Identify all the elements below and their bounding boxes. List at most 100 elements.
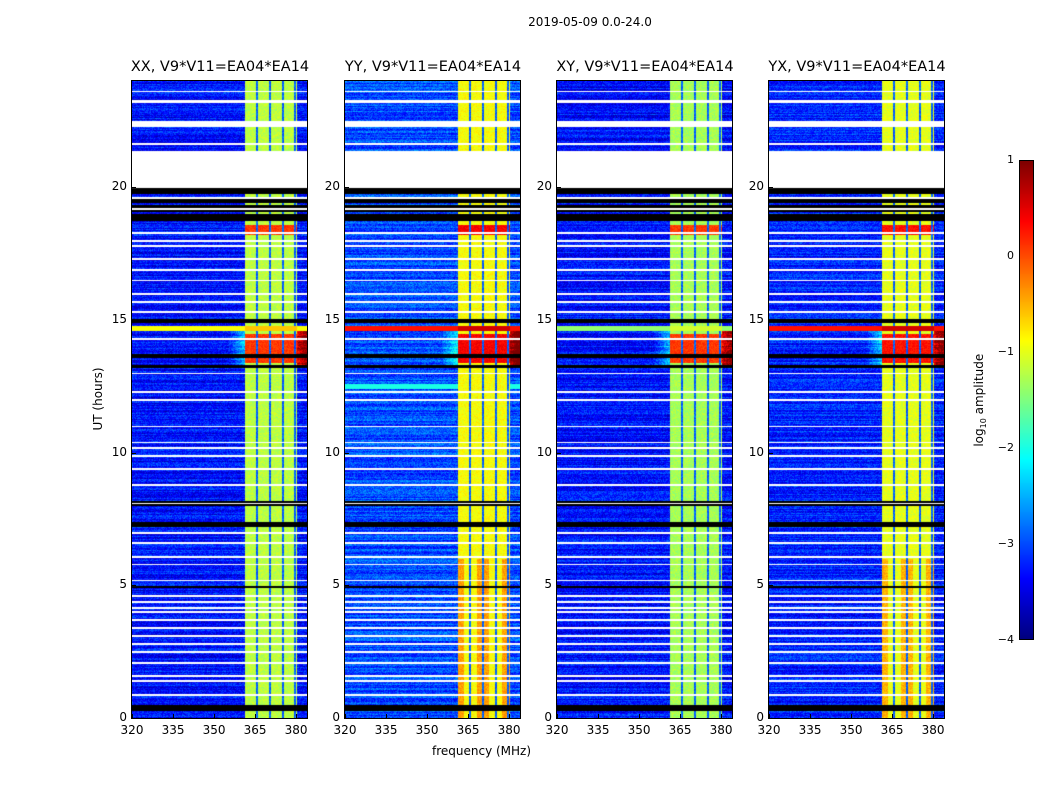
y-tick-label: 5 [544, 577, 552, 592]
x-tick-label: 335 [161, 723, 185, 737]
x-tick-label: 335 [374, 723, 398, 737]
x-tick-mark [214, 714, 216, 719]
y-tick-label: 0 [756, 710, 764, 724]
x-tick-label: 320 [545, 723, 569, 737]
y-tick-label: 15 [111, 311, 127, 326]
y-tick-mark [131, 187, 136, 189]
y-tick-mark [556, 718, 561, 719]
heatmap-panel-0 [131, 80, 308, 719]
x-tick-mark [598, 714, 600, 719]
heatmap-image [345, 81, 520, 718]
heatmap-panel-2 [556, 80, 733, 719]
x-tick-mark [132, 714, 133, 719]
x-tick-label: 320 [120, 723, 144, 737]
colorbar-tick-label: 1 [1007, 153, 1014, 166]
x-tick-label: 380 [709, 723, 733, 737]
y-tick-label: 10 [111, 444, 127, 459]
colorbar-tick-label: 0 [1007, 249, 1014, 262]
x-tick-mark [769, 714, 770, 719]
y-tick-mark [768, 452, 773, 454]
x-tick-label: 365 [668, 723, 692, 737]
x-tick-mark [255, 714, 257, 719]
x-tick-mark [892, 714, 894, 719]
y-tick-label: 5 [119, 577, 127, 592]
x-tick-label: 350 [839, 723, 863, 737]
x-tick-label: 365 [243, 723, 267, 737]
y-tick-label: 15 [536, 311, 552, 326]
x-tick-mark [721, 714, 723, 719]
x-tick-mark [933, 714, 935, 719]
colorbar-tick-label: −3 [997, 537, 1014, 550]
y-tick-label: 0 [544, 710, 552, 724]
panel-title: XY, V9*V11=EA04*EA14 [556, 59, 734, 75]
colorbar-label: log10 amplitude [971, 353, 989, 447]
y-tick-label: 20 [324, 179, 340, 194]
y-tick-mark [344, 718, 349, 719]
y-tick-mark [556, 585, 561, 587]
y-tick-label: 0 [332, 710, 340, 724]
y-tick-mark [344, 452, 349, 454]
y-tick-label: 15 [324, 311, 340, 326]
y-tick-label: 10 [748, 444, 764, 459]
y-tick-mark [131, 718, 136, 719]
x-tick-label: 320 [757, 723, 781, 737]
x-axis-label: frequency (MHz) [432, 744, 532, 758]
y-tick-label: 20 [748, 179, 764, 194]
y-tick-label: 20 [536, 179, 552, 194]
y-axis-label: UT (hours) [91, 367, 105, 431]
x-tick-mark [680, 714, 682, 719]
x-tick-mark [427, 714, 429, 719]
x-tick-mark [639, 714, 641, 719]
heatmap-panel-3 [768, 80, 945, 719]
x-tick-label: 380 [921, 723, 945, 737]
x-tick-label: 335 [586, 723, 610, 737]
panel-title: YY, V9*V11=EA04*EA14 [344, 59, 522, 75]
x-tick-mark [557, 714, 558, 719]
heatmap-image [132, 81, 307, 718]
y-tick-mark [131, 452, 136, 454]
y-tick-mark [556, 319, 561, 321]
y-tick-mark [344, 187, 349, 189]
y-tick-mark [344, 585, 349, 587]
y-tick-label: 5 [332, 577, 340, 592]
x-tick-mark [468, 714, 470, 719]
y-tick-label: 10 [536, 444, 552, 459]
x-tick-label: 350 [202, 723, 226, 737]
heatmap-panel-1 [344, 80, 521, 719]
colorbar-tick-label: −2 [997, 441, 1014, 454]
panel-title: YX, V9*V11=EA04*EA14 [768, 59, 946, 75]
y-tick-mark [768, 585, 773, 587]
y-tick-mark [768, 187, 773, 189]
x-tick-label: 380 [497, 723, 521, 737]
panel-title: XX, V9*V11=EA04*EA14 [130, 59, 310, 75]
y-tick-label: 15 [748, 311, 764, 326]
y-tick-mark [768, 319, 773, 321]
y-tick-mark [556, 452, 561, 454]
colorbar-tick-label: −1 [997, 345, 1014, 358]
x-tick-label: 380 [284, 723, 308, 737]
x-tick-label: 350 [415, 723, 439, 737]
colorbar [1019, 160, 1034, 640]
x-tick-label: 365 [880, 723, 904, 737]
x-tick-mark [386, 714, 388, 719]
y-tick-label: 20 [111, 179, 127, 194]
heatmap-image [557, 81, 732, 718]
y-tick-mark [556, 187, 561, 189]
x-tick-mark [810, 714, 812, 719]
y-tick-mark [344, 319, 349, 321]
y-tick-label: 10 [324, 444, 340, 459]
y-tick-mark [131, 319, 136, 321]
heatmap-image [769, 81, 944, 718]
figure-title: 2019-05-09 0.0-24.0 [528, 15, 652, 29]
x-tick-label: 335 [798, 723, 822, 737]
y-tick-label: 5 [756, 577, 764, 592]
x-tick-mark [345, 714, 346, 719]
x-tick-mark [296, 714, 298, 719]
y-tick-mark [768, 718, 773, 719]
y-tick-mark [131, 585, 136, 587]
colorbar-tick-label: −4 [997, 633, 1014, 646]
x-tick-mark [851, 714, 853, 719]
x-tick-label: 365 [456, 723, 480, 737]
x-tick-mark [173, 714, 175, 719]
